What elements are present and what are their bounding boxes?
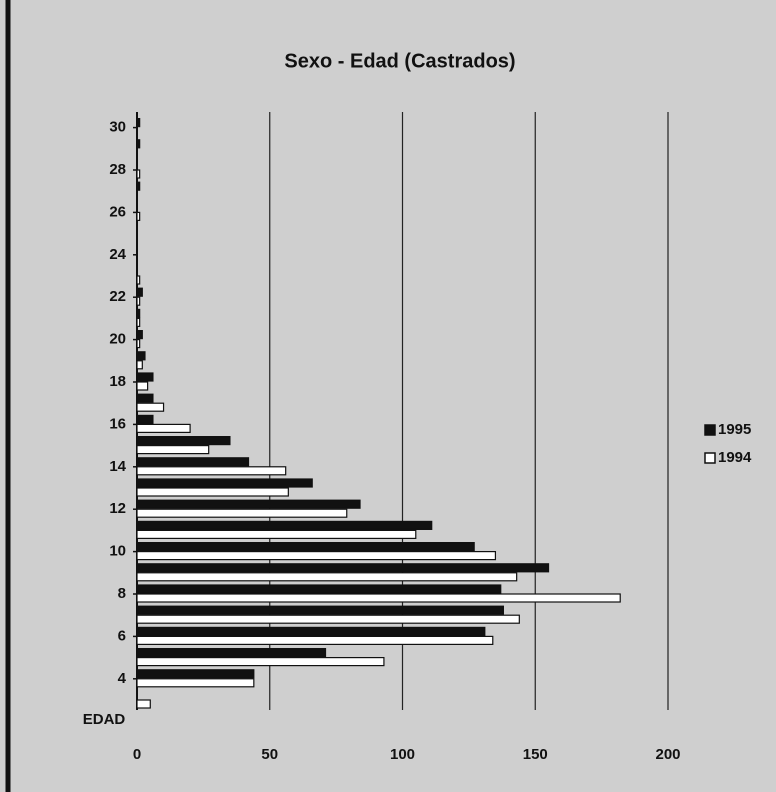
bar xyxy=(136,317,141,327)
bar xyxy=(136,351,146,361)
bar xyxy=(136,466,287,476)
bar xyxy=(136,499,361,509)
bar xyxy=(136,393,154,403)
bar xyxy=(136,436,231,446)
y-tick-label: 10 xyxy=(109,543,126,560)
bar xyxy=(136,635,494,646)
bar xyxy=(136,520,433,531)
bar xyxy=(136,211,141,221)
bar xyxy=(136,381,149,391)
bar xyxy=(136,487,289,497)
bar xyxy=(136,626,486,637)
x-tick-label: 50 xyxy=(261,746,278,763)
x-tick-label: 100 xyxy=(390,746,415,763)
bar xyxy=(136,550,497,561)
bar xyxy=(136,423,191,433)
bar xyxy=(136,656,385,667)
y-tick-label: 16 xyxy=(109,415,126,432)
legend-label: 1995 xyxy=(718,421,751,438)
bar xyxy=(136,572,518,582)
bar xyxy=(136,181,141,191)
y-axis-label: EDAD xyxy=(83,711,126,728)
bar xyxy=(136,593,621,603)
y-tick-label: 18 xyxy=(109,373,126,390)
bar xyxy=(136,330,143,340)
bar xyxy=(136,605,504,615)
bar xyxy=(136,678,255,688)
bar xyxy=(136,699,151,709)
bar xyxy=(136,360,143,370)
bar xyxy=(136,117,141,128)
bar xyxy=(136,508,348,518)
x-tick-label: 150 xyxy=(523,746,548,763)
y-tick-label: 4 xyxy=(118,670,127,687)
bar xyxy=(136,372,154,382)
bar xyxy=(136,647,327,658)
chart-title: Sexo - Edad (Castrados) xyxy=(284,50,515,72)
bar xyxy=(136,614,520,624)
y-tick-label: 14 xyxy=(109,458,126,475)
bar xyxy=(136,139,141,149)
legend-label: 1994 xyxy=(718,449,752,466)
y-tick-label: 8 xyxy=(118,585,126,602)
bar xyxy=(136,275,141,285)
bar xyxy=(136,584,502,594)
bar xyxy=(136,287,143,297)
bar xyxy=(136,563,550,573)
bar xyxy=(136,669,255,679)
y-tick-label: 28 xyxy=(109,161,126,178)
y-tick-label: 30 xyxy=(109,119,126,136)
x-tick-label: 200 xyxy=(655,746,680,763)
bar xyxy=(136,169,141,179)
bar xyxy=(136,402,165,412)
bar xyxy=(136,457,250,467)
y-tick-label: 20 xyxy=(109,331,126,348)
bar xyxy=(136,296,141,306)
bar xyxy=(136,414,154,424)
y-tick-label: 12 xyxy=(109,500,126,517)
bar xyxy=(136,445,210,455)
bar xyxy=(136,529,417,540)
y-tick-label: 24 xyxy=(109,246,126,263)
bar xyxy=(136,339,141,349)
legend-swatch xyxy=(704,452,716,464)
bar xyxy=(136,541,475,552)
y-tick-label: 6 xyxy=(118,627,126,644)
y-tick-label: 26 xyxy=(109,203,126,220)
bar xyxy=(136,308,141,318)
x-tick-label: 0 xyxy=(133,746,141,763)
y-tick-label: 22 xyxy=(109,288,126,305)
bar xyxy=(136,478,313,488)
legend-swatch xyxy=(704,424,716,436)
